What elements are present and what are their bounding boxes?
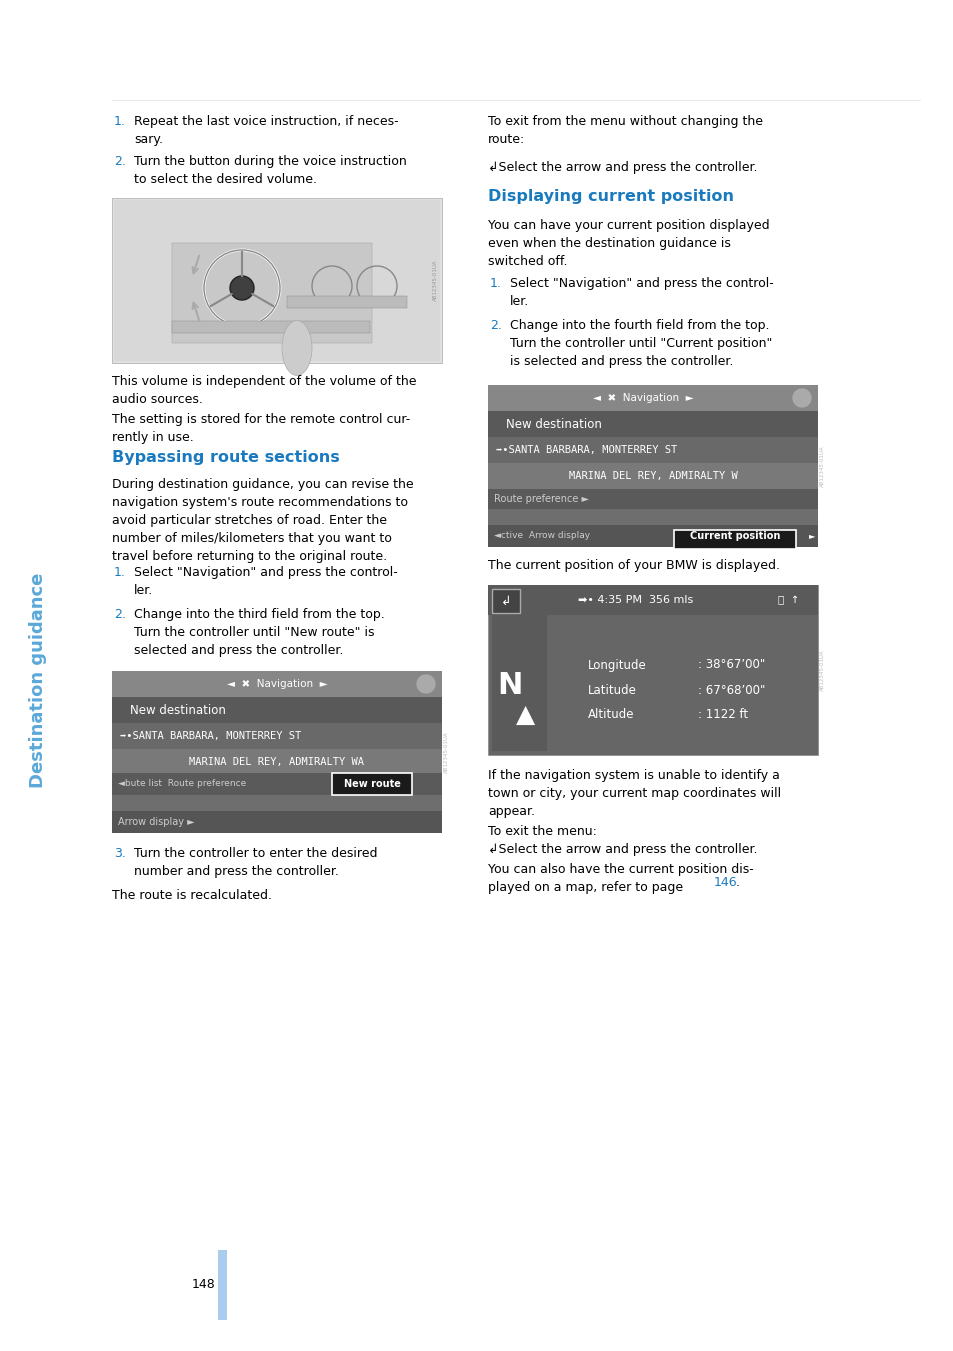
Text: Current position: Current position <box>689 531 780 540</box>
Text: Bypassing route sections: Bypassing route sections <box>112 450 339 465</box>
Text: ↲Select the arrow and press the controller.: ↲Select the arrow and press the controll… <box>488 161 757 174</box>
Text: AB12345-01UA: AB12345-01UA <box>820 650 824 690</box>
Text: You can have your current position displayed
even when the destination guidance : You can have your current position displ… <box>488 219 769 267</box>
Bar <box>112 811 441 834</box>
Bar <box>112 199 441 363</box>
Circle shape <box>416 674 436 694</box>
Text: ◄bute list  Route preference: ◄bute list Route preference <box>118 780 246 789</box>
Bar <box>112 773 441 794</box>
Text: ⏰  ↑: ⏰ ↑ <box>778 594 799 605</box>
Text: Route preference ►: Route preference ► <box>494 494 588 504</box>
Text: 148: 148 <box>191 1278 214 1292</box>
Text: Change into the third field from the top.
Turn the controller until "New route" : Change into the third field from the top… <box>133 608 384 657</box>
Text: AB12345-01UA: AB12345-01UA <box>443 731 449 773</box>
Circle shape <box>791 388 811 408</box>
Text: Longitude: Longitude <box>587 658 646 671</box>
Text: ▲: ▲ <box>516 703 535 727</box>
Bar <box>488 585 817 615</box>
Text: Repeat the last voice instruction, if neces-
sary.: Repeat the last voice instruction, if ne… <box>133 115 398 146</box>
Text: Destination guidance: Destination guidance <box>29 573 47 788</box>
Text: To exit from the menu without changing the
route:: To exit from the menu without changing t… <box>488 115 762 146</box>
Bar <box>218 1250 227 1320</box>
Text: MARINA DEL REY, ADMIRALTY W: MARINA DEL REY, ADMIRALTY W <box>568 471 737 481</box>
Bar <box>172 322 370 332</box>
Bar <box>488 436 817 463</box>
Text: ➡•SANTA BARBARA, MONTERREY ST: ➡•SANTA BARBARA, MONTERREY ST <box>120 731 301 740</box>
Bar <box>112 671 441 697</box>
Bar <box>112 748 441 775</box>
Bar <box>112 723 441 748</box>
Text: ➡•SANTA BARBARA, MONTERREY ST: ➡•SANTA BARBARA, MONTERREY ST <box>496 444 677 455</box>
Text: : 1122 ft: : 1122 ft <box>698 708 747 721</box>
Text: Arrow display ►: Arrow display ► <box>118 817 194 827</box>
Text: The route is recalculated.: The route is recalculated. <box>112 889 272 902</box>
Bar <box>488 411 817 436</box>
Text: .: . <box>735 875 740 889</box>
Text: 1.: 1. <box>490 277 501 290</box>
Text: ➡• 4:35 PM  356 mls: ➡• 4:35 PM 356 mls <box>578 594 693 605</box>
Bar <box>488 385 817 411</box>
Text: To exit the menu:: To exit the menu: <box>488 825 597 838</box>
Text: Displaying current position: Displaying current position <box>488 189 733 204</box>
Bar <box>492 589 519 613</box>
Text: MARINA DEL REY, ADMIRALTY WA: MARINA DEL REY, ADMIRALTY WA <box>190 757 364 767</box>
Bar <box>673 530 795 549</box>
Text: 2.: 2. <box>113 608 126 621</box>
Text: This volume is independent of the volume of the
audio sources.: This volume is independent of the volume… <box>112 376 416 407</box>
Bar <box>488 526 817 547</box>
Text: Turn the controller to enter the desired
number and press the controller.: Turn the controller to enter the desired… <box>133 847 377 878</box>
Text: ↲Select the arrow and press the controller.: ↲Select the arrow and press the controll… <box>488 843 757 857</box>
Bar <box>287 296 407 308</box>
Text: : 67°68’00": : 67°68’00" <box>698 684 764 697</box>
Text: ►: ► <box>808 531 815 540</box>
Bar <box>172 243 372 343</box>
Text: Select "Navigation" and press the control-
ler.: Select "Navigation" and press the contro… <box>133 566 397 597</box>
Text: ◄  ✖  Navigation  ►: ◄ ✖ Navigation ► <box>227 680 327 689</box>
Text: New destination: New destination <box>130 704 226 716</box>
Bar <box>488 463 817 489</box>
Text: Altitude: Altitude <box>587 708 634 721</box>
Ellipse shape <box>282 320 312 376</box>
Bar <box>112 671 441 834</box>
Text: New route: New route <box>343 780 400 789</box>
Bar <box>488 489 817 509</box>
Text: ◄ctive  Arrow display: ◄ctive Arrow display <box>494 531 590 540</box>
Text: 2.: 2. <box>490 319 501 332</box>
Text: 1.: 1. <box>113 566 126 580</box>
Text: 3.: 3. <box>113 847 126 861</box>
Bar <box>332 773 412 794</box>
Text: : 38°67’00": : 38°67’00" <box>698 658 764 671</box>
Bar <box>488 585 817 755</box>
Bar <box>113 200 439 361</box>
Text: 1.: 1. <box>113 115 126 128</box>
Text: Latitude: Latitude <box>587 684 637 697</box>
Text: You can also have the current position dis-
played on a map, refer to page: You can also have the current position d… <box>488 863 753 894</box>
Text: During destination guidance, you can revise the
navigation system's route recomm: During destination guidance, you can rev… <box>112 478 414 563</box>
Bar <box>112 697 441 723</box>
Text: The setting is stored for the remote control cur-
rently in use.: The setting is stored for the remote con… <box>112 413 410 444</box>
Bar <box>488 385 817 547</box>
Text: AB12345-01UA: AB12345-01UA <box>433 259 437 301</box>
Text: Change into the fourth field from the top.
Turn the controller until "Current po: Change into the fourth field from the to… <box>510 319 772 367</box>
Text: If the navigation system is unable to identify a
town or city, your current map : If the navigation system is unable to id… <box>488 769 781 817</box>
Text: New destination: New destination <box>505 417 601 431</box>
Text: Turn the button during the voice instruction
to select the desired volume.: Turn the button during the voice instruc… <box>133 155 406 186</box>
Text: The current position of your BMW is displayed.: The current position of your BMW is disp… <box>488 559 780 571</box>
Text: 146: 146 <box>713 875 737 889</box>
Text: 2.: 2. <box>113 155 126 168</box>
Circle shape <box>230 276 253 300</box>
Text: AB12345-01UA: AB12345-01UA <box>820 446 824 486</box>
Text: ◄  ✖  Navigation  ►: ◄ ✖ Navigation ► <box>592 393 693 403</box>
Text: Select "Navigation" and press the control-
ler.: Select "Navigation" and press the contro… <box>510 277 773 308</box>
Text: N: N <box>497 670 522 700</box>
Bar <box>492 615 546 751</box>
Text: ↲: ↲ <box>500 594 511 608</box>
